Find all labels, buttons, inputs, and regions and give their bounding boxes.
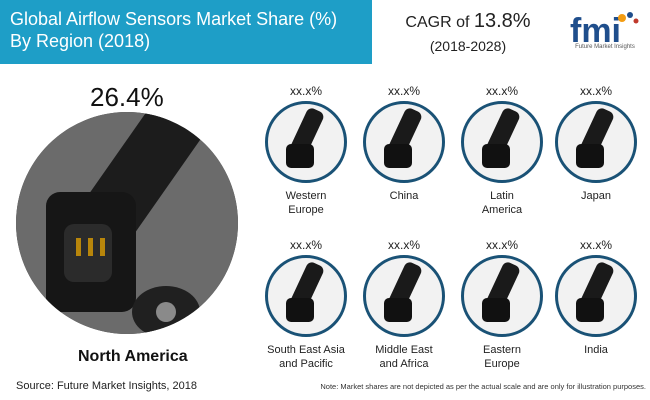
region-label: South East Asia and Pacific — [267, 344, 345, 370]
region-label: Latin America — [481, 190, 523, 216]
sensor-icon — [461, 101, 543, 183]
sensor-icon — [363, 101, 445, 183]
region-value: xx.x% — [579, 84, 612, 98]
region-latin-america: xx.x% Latin America — [454, 84, 550, 217]
region-value: xx.x% — [387, 84, 420, 98]
region-value: xx.x% — [579, 238, 612, 252]
north-america-sensor-image — [16, 112, 238, 334]
region-south-east-asia-and-pacific: xx.x% South East Asia and Pacific — [258, 238, 354, 371]
region-label: Middle East and Africa — [375, 344, 433, 370]
region-label: Western Europe — [285, 190, 327, 216]
region-eastern-europe: xx.x% Eastern Europe — [454, 238, 550, 371]
logo-mark: fmi — [570, 12, 621, 50]
disclaimer-note: Note: Market shares are not depicted as … — [320, 382, 646, 391]
region-western-europe: xx.x% Western Europe — [258, 84, 354, 217]
cagr-value: 13.8% — [473, 10, 531, 32]
cagr-prefix: CAGR of — [405, 14, 470, 31]
region-label: China — [389, 190, 419, 202]
region-china: xx.x% China — [356, 84, 452, 203]
sensor-icon — [555, 101, 637, 183]
region-japan: xx.x% Japan — [548, 84, 644, 203]
logo-dot-blue — [627, 12, 633, 18]
north-america-label: North America — [78, 348, 188, 365]
region-value: xx.x% — [485, 84, 518, 98]
region-label: India — [584, 344, 608, 356]
source-note: Source: Future Market Insights, 2018 — [16, 380, 197, 392]
sensor-icon — [265, 101, 347, 183]
north-america-value: 26.4% — [90, 82, 164, 112]
sensor-icon — [461, 255, 543, 337]
region-value: xx.x% — [289, 238, 322, 252]
logo-dot-orange — [618, 14, 626, 22]
region-india: xx.x% India — [548, 238, 644, 357]
sensor-icon — [555, 255, 637, 337]
logo-caption: Future Market Insights — [575, 44, 635, 50]
region-middle-east-and-africa: xx.x% Middle East and Africa — [356, 238, 452, 371]
sensor-icon — [265, 255, 347, 337]
cagr-headline: CAGR of 13.8% — [388, 10, 548, 33]
region-label: Japan — [581, 190, 611, 202]
title-banner: Global Airflow Sensors Market Share (%) … — [0, 0, 372, 64]
sensor-icon — [16, 112, 238, 334]
title-line-1: Global Airflow Sensors Market Share (%) — [10, 9, 338, 29]
region-label: Eastern Europe — [483, 344, 521, 370]
fmi-logo: fmi — [570, 12, 639, 50]
region-value: xx.x% — [485, 238, 518, 252]
chart-title: Global Airflow Sensors Market Share (%) … — [10, 8, 370, 52]
region-value: xx.x% — [289, 84, 322, 98]
title-line-2: By Region (2018) — [10, 31, 151, 51]
cagr-period: (2018-2028) — [429, 38, 507, 54]
logo-dot-red — [633, 18, 639, 24]
region-value: xx.x% — [387, 238, 420, 252]
sensor-icon — [363, 255, 445, 337]
